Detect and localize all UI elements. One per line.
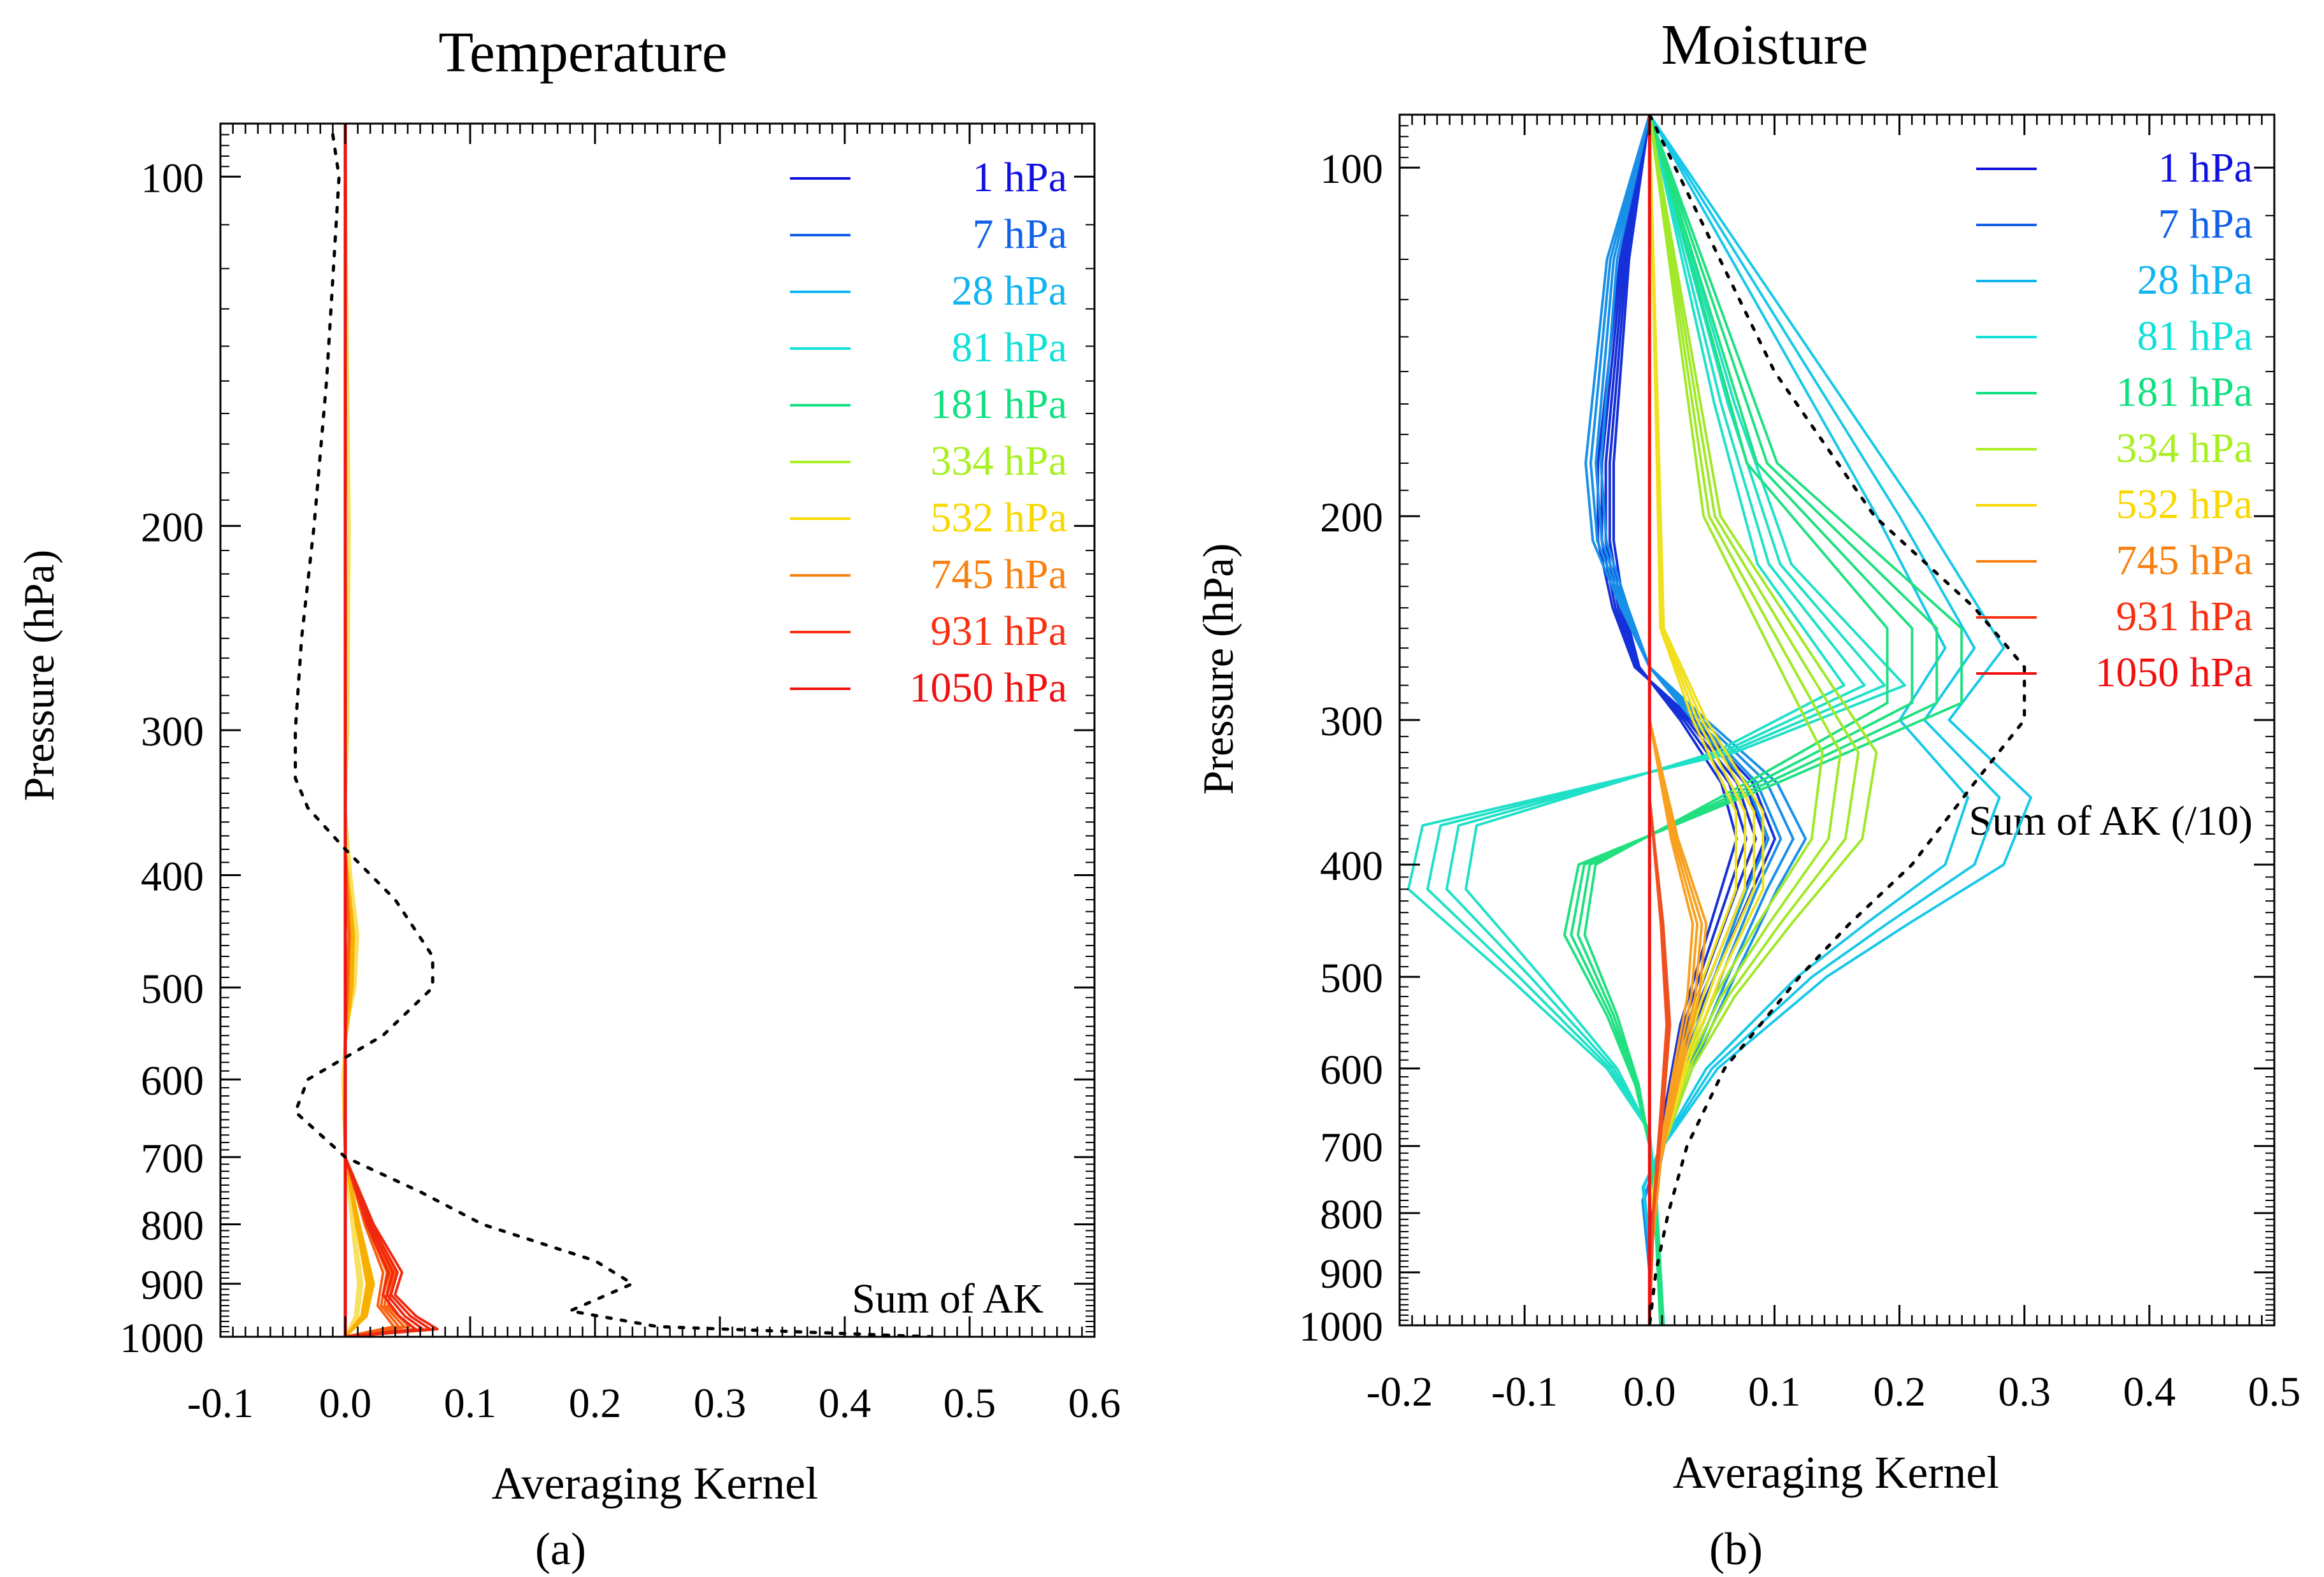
y-tick-label: 700 — [1320, 1125, 1383, 1171]
x-tick-label: 0.6 — [1068, 1380, 1121, 1427]
legend-label: 745 hPa — [931, 551, 1068, 598]
x-tick-label: -0.1 — [187, 1380, 254, 1427]
x-tick-label: 0.5 — [2248, 1369, 2301, 1415]
y-tick-label: 600 — [1320, 1047, 1383, 1093]
moisture-curves — [1407, 115, 2032, 1325]
legend-label: 1050 hPa — [910, 665, 1068, 711]
y-tick-label: 600 — [141, 1058, 204, 1104]
y-tick-label: 200 — [1320, 494, 1383, 541]
legend-label: 1050 hPa — [2095, 649, 2253, 696]
temperature-panel: Temperature Pressure (hPa) Averaging Ker… — [15, 21, 1121, 1574]
temperature-axes: -0.1 0.0 0.1 0.2 0.3 0.4 0.5 0.6 100 200 300 400 500… — [120, 122, 1121, 1427]
legend-label: 931 hPa — [2116, 593, 2253, 640]
x-tick-label: 0.4 — [2123, 1369, 2176, 1415]
x-tick-label: -0.1 — [1491, 1369, 1558, 1415]
y-tick-label: 1000 — [120, 1315, 204, 1362]
legend-label: 334 hPa — [2116, 425, 2253, 472]
y-tick-label: 100 — [141, 155, 204, 201]
legend-label: 1 hPa — [2158, 145, 2253, 191]
legend-label: 532 hPa — [2116, 481, 2253, 528]
y-tick-label: 100 — [1320, 146, 1383, 192]
sum-of-ak-curve — [1647, 115, 2026, 1325]
legend-label: 81 hPa — [2137, 313, 2253, 359]
temperature-y-axis-label: Pressure (hPa) — [15, 550, 63, 802]
y-tick-label: 1000 — [1299, 1304, 1383, 1350]
legend-label: 181 hPa — [2116, 369, 2253, 415]
legend-label: 7 hPa — [973, 211, 1068, 257]
y-tick-label: 900 — [141, 1262, 204, 1309]
x-tick-label: -0.2 — [1366, 1369, 1433, 1415]
y-tick-label: 900 — [1320, 1251, 1383, 1297]
temperature-curves — [293, 124, 934, 1337]
x-tick-label: 0.2 — [569, 1380, 622, 1427]
sum-of-ak-curve — [293, 133, 934, 1337]
y-tick-label: 400 — [141, 853, 204, 900]
y-tick-label: 800 — [141, 1203, 204, 1249]
legend-label: 28 hPa — [952, 268, 1068, 314]
y-tick-label: 500 — [141, 966, 204, 1012]
temperature-title: Temperature — [438, 21, 727, 84]
moisture-y-axis-label: Pressure (hPa) — [1194, 544, 1242, 795]
x-tick-label: 0.2 — [1873, 1369, 1926, 1415]
x-tick-label: 0.0 — [319, 1380, 372, 1427]
y-tick-label: 300 — [141, 709, 204, 755]
legend-label: 81 hPa — [952, 324, 1068, 371]
moisture-axes: -0.2 -0.1 0.0 0.1 0.2 0.3 0.4 0.5 100 200 300 400 50… — [1299, 113, 2301, 1415]
x-tick-label: 0.3 — [1998, 1369, 2051, 1415]
x-tick-label: 0.4 — [819, 1380, 872, 1427]
y-tick-label: 800 — [1320, 1192, 1383, 1238]
moisture-title: Moisture — [1661, 13, 1869, 76]
moisture-panel: Moisture Pressure (hPa) Averaging Kernel… — [1194, 13, 2300, 1574]
legend-label: 931 hPa — [931, 608, 1068, 654]
x-tick-label: 0.1 — [1748, 1369, 1801, 1415]
y-tick-label: 400 — [1320, 843, 1383, 889]
x-tick-label: 0.5 — [943, 1380, 996, 1427]
kernel-line-3-3 — [1641, 115, 2032, 1325]
legend-label: 334 hPa — [931, 438, 1068, 484]
moisture-x-axis-label: Averaging Kernel — [1673, 1447, 1999, 1498]
y-tick-label: 700 — [141, 1135, 204, 1182]
legend-label: 532 hPa — [931, 494, 1068, 541]
moisture-sum-label: Sum of AK (/10) — [1969, 798, 2253, 844]
legend-label: 745 hPa — [2116, 537, 2253, 584]
x-tick-label: 0.3 — [694, 1380, 747, 1427]
temperature-panel-label: (a) — [535, 1523, 586, 1574]
legend-label: 181 hPa — [931, 381, 1068, 428]
temperature-x-axis-label: Averaging Kernel — [492, 1458, 818, 1509]
moisture-panel-label: (b) — [1709, 1523, 1763, 1574]
y-tick-label: 300 — [1320, 698, 1383, 745]
plot-area — [1407, 115, 2032, 1325]
legend-label: 1 hPa — [973, 154, 1068, 201]
legend-label: 7 hPa — [2158, 201, 2253, 247]
temperature-sum-label: Sum of AK — [852, 1276, 1044, 1322]
x-tick-label: 0.1 — [444, 1380, 497, 1427]
x-tick-label: 0.0 — [1623, 1369, 1676, 1415]
moisture-legend: 1 hPa 7 hPa 28 hPa 81 hPa 181 hPa 334 hPa 532 … — [1976, 145, 2253, 696]
legend-label: 28 hPa — [2137, 257, 2253, 303]
plot-area — [293, 124, 934, 1337]
y-tick-label: 200 — [141, 504, 204, 551]
temperature-legend: 1 hPa 7 hPa 28 hPa 81 hPa 181 hPa 334 hPa 532 … — [790, 154, 1067, 711]
y-tick-label: 500 — [1320, 955, 1383, 1002]
